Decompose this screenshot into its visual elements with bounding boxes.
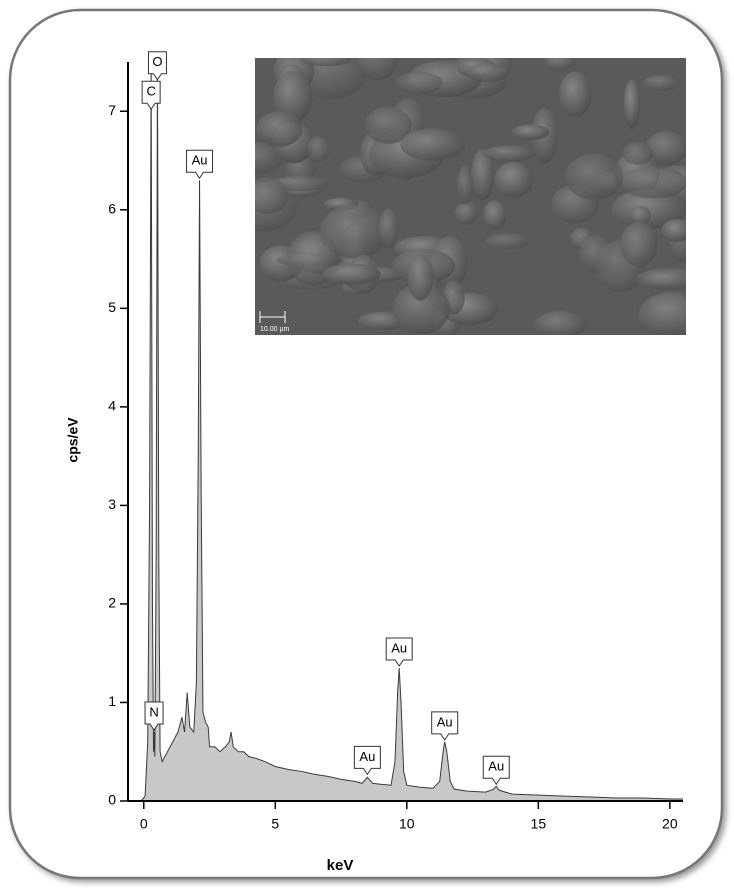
annotation-label: Au: [391, 640, 407, 655]
y-tick-label: 0: [108, 792, 116, 808]
x-tick-label: 5: [271, 816, 279, 832]
sem-image: 10.00 µm: [231, 36, 716, 338]
chart: 0 1 2 3 4 5 6 7 0 5 10 15 20 CO N Au Au Au Au Au 10.00 µm k…: [0, 0, 734, 890]
y-tick-label: 2: [108, 595, 116, 611]
y-tick-label: 1: [108, 693, 116, 709]
x-axis-label: keV: [327, 857, 354, 874]
scale-bar-label: 10.00 µm: [260, 326, 289, 333]
annotation-label: Au: [192, 153, 208, 168]
y-tick-label: 5: [108, 299, 116, 315]
x-tick-label: 15: [531, 816, 547, 832]
x-tick-label: 10: [399, 816, 415, 832]
annotation-label: Au: [359, 749, 375, 764]
annotation-label: Au: [437, 714, 453, 729]
y-tick-label: 7: [108, 102, 116, 118]
y-tick-label: 4: [108, 398, 116, 414]
x-tick-label: 0: [140, 816, 148, 832]
y-tick-label: 3: [108, 496, 116, 512]
annotation-label: O: [152, 54, 162, 69]
annotation-label: Au: [488, 759, 504, 774]
x-tick-label: 20: [662, 816, 678, 832]
y-axis-label: cps/eV: [65, 417, 81, 463]
annotation-label: N: [149, 704, 158, 719]
annotation-label: C: [146, 84, 155, 99]
y-tick-label: 6: [108, 201, 116, 217]
